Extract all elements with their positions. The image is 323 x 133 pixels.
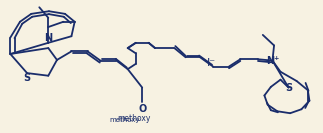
Text: N⁺: N⁺: [266, 56, 279, 66]
Text: O: O: [138, 104, 146, 114]
Text: N: N: [44, 33, 52, 43]
Text: methoxy: methoxy: [118, 114, 151, 123]
Text: S: S: [285, 83, 292, 93]
Text: S: S: [24, 73, 31, 83]
Text: methoxy: methoxy: [109, 117, 140, 123]
Text: I⁻: I⁻: [207, 58, 216, 68]
